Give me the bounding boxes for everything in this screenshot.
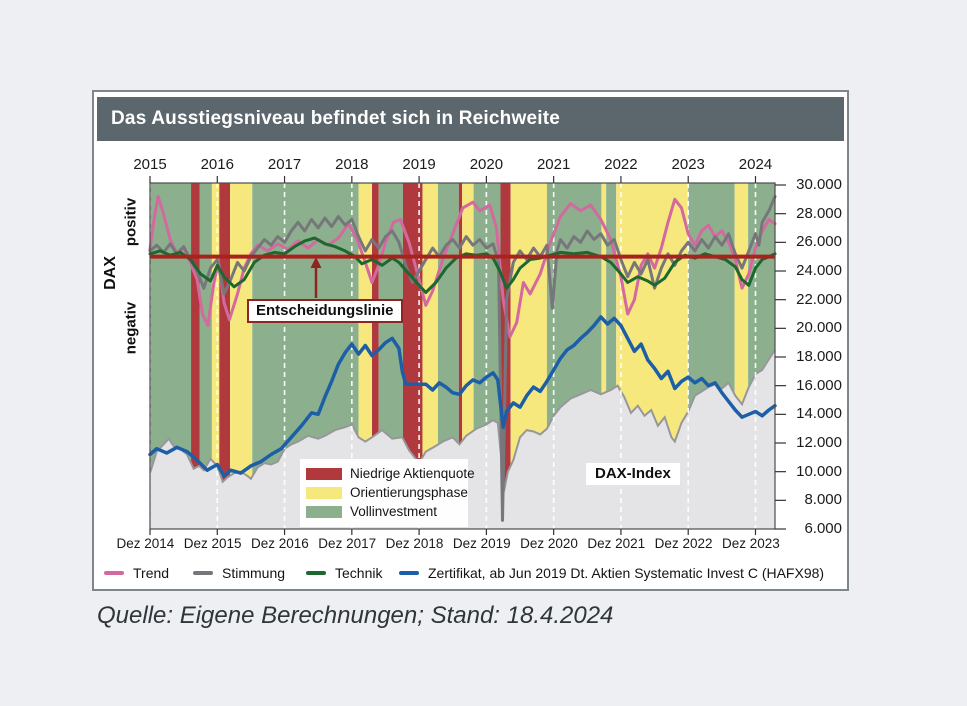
top-year-label: 2018 bbox=[335, 156, 369, 173]
source-caption: Quelle: Eigene Berechnungen; Stand: 18.4… bbox=[97, 602, 614, 629]
bottom-dez-label: Dez 2020 bbox=[520, 536, 578, 551]
y-axis-label-dax: DAX bbox=[102, 256, 119, 290]
right-value-label: 20.000 bbox=[796, 319, 842, 337]
trend-line-swatch bbox=[104, 571, 124, 575]
top-year-label: 2020 bbox=[469, 156, 504, 173]
zone-legend-item-orientation: Orientierungsphase bbox=[306, 483, 468, 502]
series-legend: Trend Stimmung Technik Zertifikat, ab Ju… bbox=[0, 563, 845, 585]
bottom-dez-label: Dez 2019 bbox=[452, 536, 511, 551]
right-value-label: 26.000 bbox=[796, 233, 842, 251]
bottom-dez-label: Dez 2021 bbox=[587, 536, 646, 551]
bottom-dez-label: Dez 2016 bbox=[251, 536, 309, 551]
right-value-label: 10.000 bbox=[796, 462, 842, 480]
technik-line-swatch bbox=[306, 571, 326, 575]
green-zone-swatch bbox=[306, 505, 342, 518]
top-year-label: 2015 bbox=[133, 156, 167, 173]
bottom-dez-label: Dez 2023 bbox=[721, 536, 780, 551]
top-year-label: 2022 bbox=[604, 156, 638, 173]
top-year-label: 2019 bbox=[402, 156, 436, 173]
right-value-label: 18.000 bbox=[796, 348, 842, 365]
right-value-label: 14.000 bbox=[796, 405, 842, 423]
top-year-label: 2024 bbox=[738, 156, 773, 173]
right-value-label: 24.000 bbox=[796, 262, 842, 279]
bottom-dez-label: Dez 2015 bbox=[183, 536, 242, 551]
zone-legend-item-full-investment: Vollinvestment bbox=[306, 502, 462, 521]
zone-legend-item-low-equity: Niedrige Aktienquote bbox=[306, 464, 475, 483]
top-year-label: 2021 bbox=[536, 156, 571, 173]
yellow-zone-swatch bbox=[306, 486, 342, 499]
legend-item-zertifikat: Zertifikat, ab Jun 2019 Dt. Aktien Syste… bbox=[399, 563, 824, 583]
red-zone-swatch bbox=[306, 467, 342, 480]
decision-line-annotation: Entscheidungslinie bbox=[247, 299, 403, 323]
y-axis-label-positiv: positiv bbox=[122, 197, 140, 247]
legend-item-trend: Trend bbox=[104, 563, 169, 583]
legend-item-stimmung: Stimmung bbox=[193, 563, 285, 583]
bottom-dez-label: Dez 2018 bbox=[385, 536, 444, 551]
figure-title: Das Ausstiegsniveau befindet sich in Rei… bbox=[97, 97, 844, 141]
right-value-label: 28.000 bbox=[796, 204, 842, 222]
stimmung-line-swatch bbox=[193, 571, 213, 575]
right-value-label: 12.000 bbox=[796, 434, 842, 451]
right-value-label: 22.000 bbox=[796, 290, 842, 308]
top-year-label: 2016 bbox=[200, 156, 234, 173]
bottom-dez-label: Dez 2017 bbox=[318, 536, 377, 551]
zone-legend: Niedrige Aktienquote Orientierungsphase … bbox=[300, 459, 475, 527]
bottom-dez-label: Dez 2014 bbox=[116, 536, 175, 551]
right-value-label: 8.000 bbox=[804, 491, 842, 509]
right-value-label: 6.000 bbox=[804, 520, 842, 537]
top-year-label: 2017 bbox=[267, 156, 302, 173]
bottom-dez-label: Dez 2022 bbox=[654, 536, 713, 551]
legend-item-technik: Technik bbox=[306, 563, 382, 583]
top-year-label: 2023 bbox=[671, 156, 705, 173]
zertifikat-line-swatch bbox=[399, 571, 419, 575]
y-axis-label-negativ: negativ bbox=[122, 301, 140, 355]
dax-index-annotation: DAX-Index bbox=[586, 463, 680, 485]
right-value-label: 30.000 bbox=[796, 176, 842, 193]
right-value-label: 16.000 bbox=[796, 376, 842, 394]
